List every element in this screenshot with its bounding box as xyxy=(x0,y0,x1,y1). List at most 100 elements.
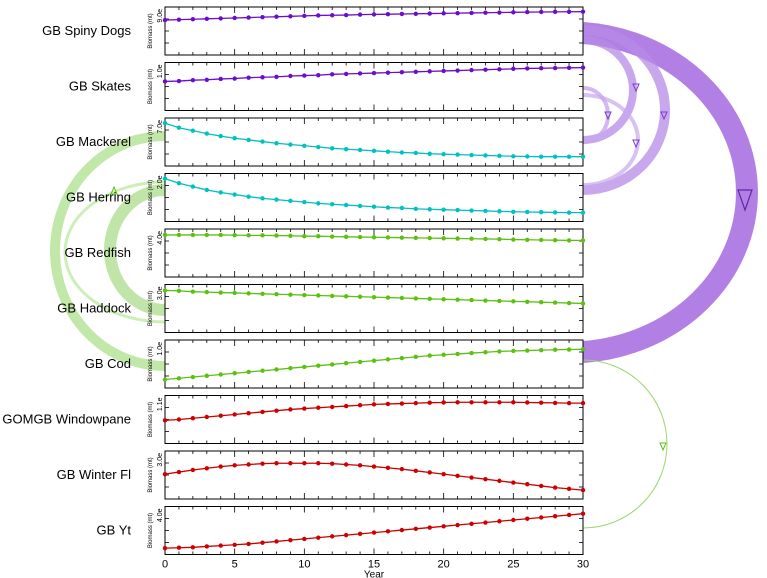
data-point xyxy=(343,202,349,208)
species-label: GB Winter Fl xyxy=(57,467,132,482)
data-point xyxy=(190,467,196,473)
data-point xyxy=(316,201,321,206)
arrow-small-icon-3 xyxy=(632,139,640,149)
data-point xyxy=(302,73,307,78)
data-point xyxy=(427,151,432,156)
arc-purple-wide xyxy=(582,22,758,363)
y-axis-label: Biomass (mt) xyxy=(148,124,154,159)
data-point xyxy=(232,76,237,81)
data-point xyxy=(566,154,572,159)
data-point xyxy=(176,17,182,22)
data-point xyxy=(343,462,349,467)
data-point xyxy=(204,77,209,82)
data-point xyxy=(539,154,544,159)
data-point xyxy=(302,13,307,19)
data-point xyxy=(302,199,307,205)
data-point xyxy=(176,78,182,84)
data-point xyxy=(385,295,391,300)
panel-4: GB Herring Biomass (mt) 2.0e xyxy=(66,173,586,222)
data-point xyxy=(162,471,168,477)
data-point xyxy=(162,17,168,23)
data-point xyxy=(511,400,516,405)
data-point xyxy=(427,353,432,358)
data-point xyxy=(469,521,474,526)
data-point xyxy=(427,400,432,405)
y-max-label: 9.0e xyxy=(157,9,164,23)
data-point xyxy=(232,542,237,547)
data-point xyxy=(190,78,196,83)
data-point xyxy=(566,300,572,306)
y-axis-label: Biomass (mt) xyxy=(148,402,154,437)
y-axis-label: Biomass (mt) xyxy=(148,180,154,215)
data-point xyxy=(260,540,265,545)
y-max-label: 1.0e xyxy=(157,64,164,78)
data-point xyxy=(511,237,516,242)
data-point xyxy=(552,154,558,159)
data-point xyxy=(441,524,446,529)
data-point xyxy=(539,400,544,405)
data-point xyxy=(511,154,516,159)
data-point xyxy=(246,137,251,143)
data-point xyxy=(302,143,307,148)
data-point xyxy=(218,413,223,418)
data-point xyxy=(483,477,488,482)
data-point xyxy=(497,298,502,304)
data-point xyxy=(204,289,209,295)
data-point xyxy=(204,414,209,420)
data-point xyxy=(232,371,237,376)
data-point xyxy=(399,235,405,240)
data-point xyxy=(302,536,307,542)
panel-1: GB Spiny Dogs Biomass (mt) 9.0e xyxy=(42,6,586,56)
y-max-label: 1.0e xyxy=(157,342,164,356)
data-point xyxy=(483,350,488,355)
data-point xyxy=(552,347,558,352)
data-point xyxy=(483,10,488,15)
data-point xyxy=(552,300,558,305)
data-point xyxy=(539,300,544,305)
data-point xyxy=(357,531,363,537)
species-label: GB Skates xyxy=(69,79,132,94)
data-point xyxy=(580,65,586,70)
arrow-green-icon xyxy=(659,442,667,452)
data-point xyxy=(274,74,279,80)
y-max-label: 3.0e xyxy=(157,286,164,300)
data-point xyxy=(441,236,446,241)
data-point xyxy=(162,120,168,126)
y-max-label: 2.0e xyxy=(157,175,164,189)
data-point xyxy=(232,136,237,141)
data-point xyxy=(399,466,405,472)
data-point xyxy=(162,288,168,293)
data-point xyxy=(357,71,363,76)
data-point xyxy=(316,293,321,298)
data-point xyxy=(580,154,586,159)
data-point xyxy=(302,406,307,411)
data-point xyxy=(176,288,182,294)
data-point xyxy=(204,373,209,378)
panel-10: GB Yt Biomass (mt) 4.0e xyxy=(97,506,586,555)
species-label: GB Herring xyxy=(66,190,131,205)
data-point xyxy=(371,530,377,535)
data-point xyxy=(469,10,474,16)
data-point xyxy=(316,535,321,540)
data-point xyxy=(260,14,265,20)
data-point xyxy=(274,408,279,413)
data-point xyxy=(580,347,586,352)
data-point xyxy=(357,203,363,209)
data-point xyxy=(413,354,418,360)
arc-purple-small xyxy=(582,86,610,144)
data-point xyxy=(316,405,321,410)
data-point xyxy=(190,545,196,550)
species-label: GB Haddock xyxy=(57,301,131,316)
data-point xyxy=(162,545,168,551)
data-point xyxy=(330,461,335,466)
data-point xyxy=(218,543,223,548)
data-point xyxy=(511,517,516,523)
data-point xyxy=(525,154,530,159)
data-point xyxy=(455,297,460,302)
arc-green-left-3 xyxy=(63,180,166,324)
data-point xyxy=(413,468,418,473)
data-point xyxy=(190,232,196,238)
data-point xyxy=(469,152,474,158)
data-point xyxy=(469,400,474,405)
arc-green-left-2 xyxy=(104,184,166,316)
